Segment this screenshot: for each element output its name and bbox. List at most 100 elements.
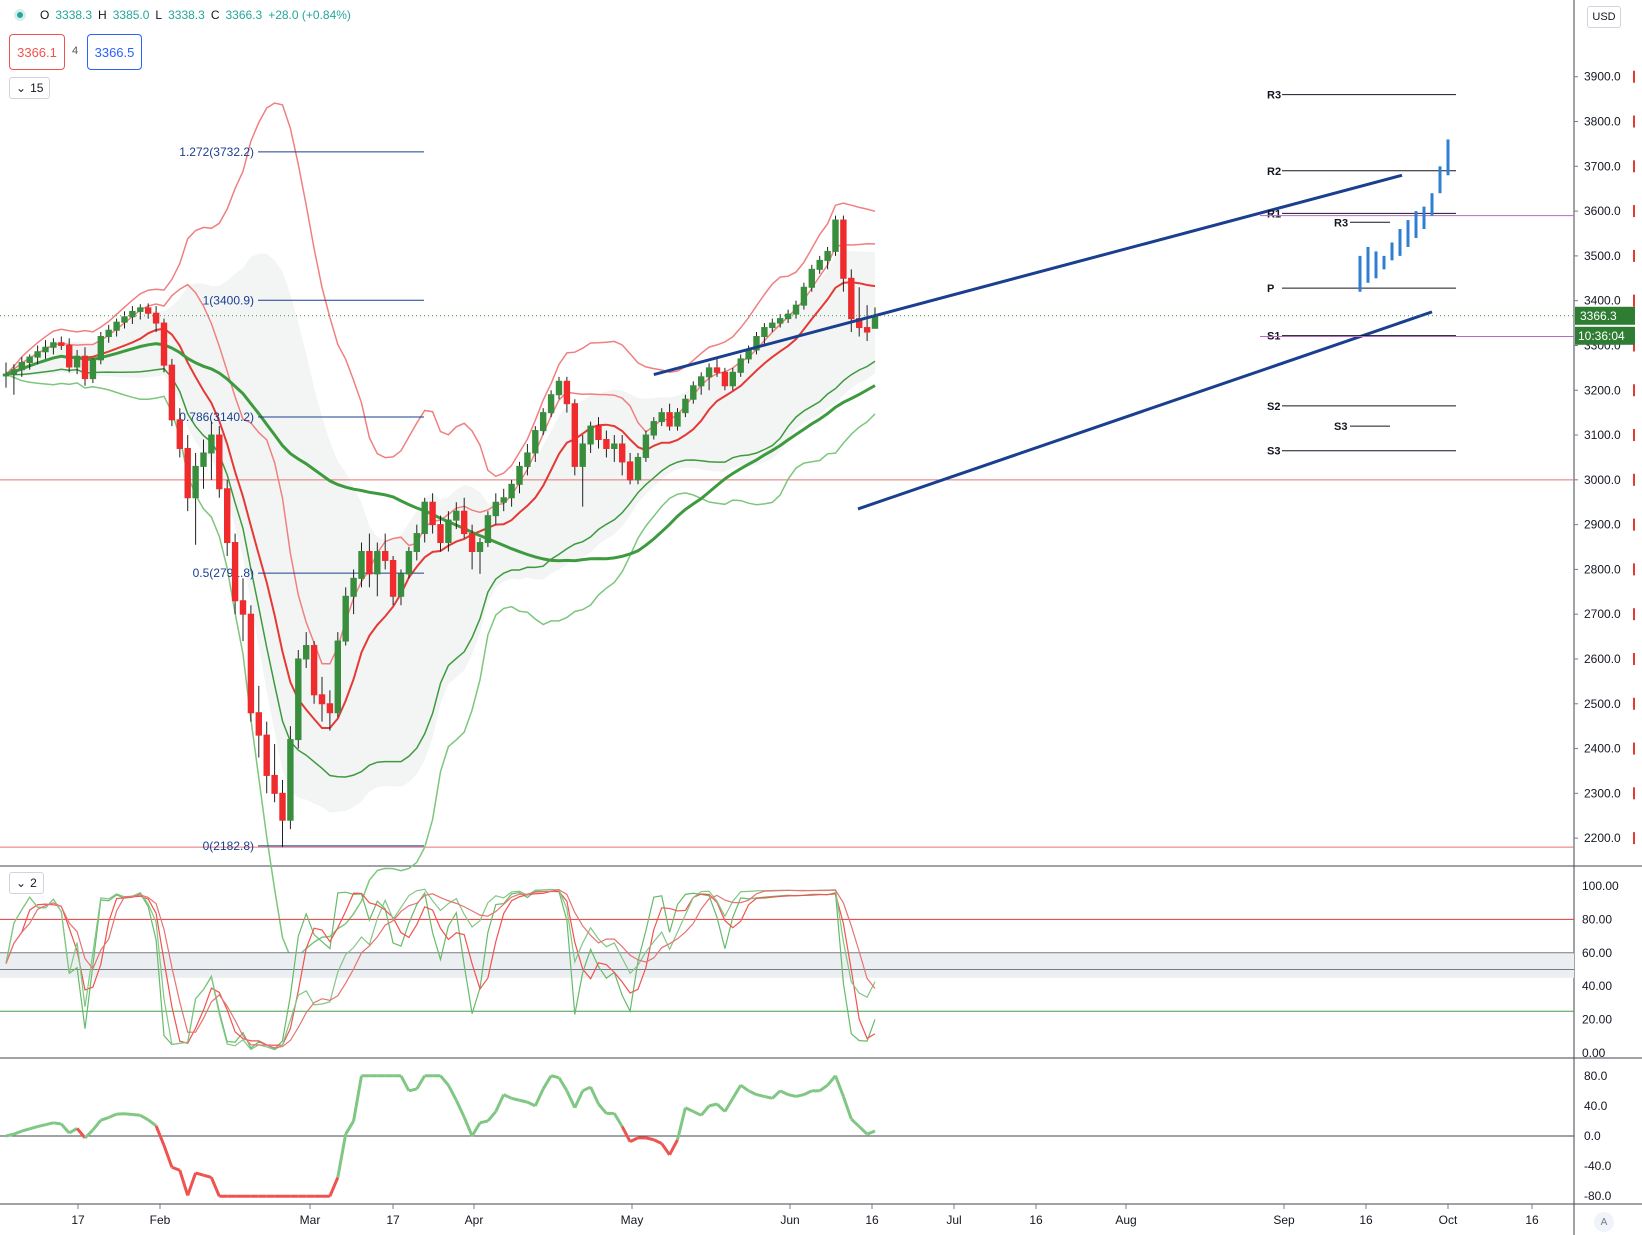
candle-up: [634, 456, 642, 481]
x-tick-label: Jul: [946, 1213, 961, 1227]
osc-tick-label: 60.00: [1582, 946, 1612, 960]
momentum-segment: [841, 1095, 853, 1120]
momentum-segment: [779, 1089, 789, 1096]
momentum-segment: [45, 1121, 54, 1127]
candle-up: [547, 394, 555, 414]
sell-button[interactable]: 3366.1: [9, 34, 65, 70]
change-value: +28.0 (+0.84%): [268, 8, 351, 22]
momentum-segment: [124, 1112, 133, 1117]
candle-up: [658, 412, 665, 423]
pivot-label: S3: [1267, 446, 1280, 458]
pivot-label-weekly: R3: [1334, 217, 1348, 229]
candle-down: [326, 703, 334, 714]
momentum-segment: [415, 1074, 426, 1090]
candle-down: [224, 488, 231, 544]
momentum-segment: [68, 1127, 78, 1135]
momentum-segment: [653, 1138, 663, 1145]
candle-up: [397, 573, 405, 597]
candle-up: [413, 533, 421, 552]
candle-up: [121, 316, 128, 323]
candle-up: [374, 550, 381, 575]
osc-tick-label: 0.00: [1582, 1046, 1606, 1060]
candle-down: [231, 542, 239, 602]
candle-up: [650, 421, 657, 436]
momentum-segment: [747, 1089, 758, 1096]
buy-button[interactable]: 3366.5: [87, 34, 142, 70]
osc-tick-label: 40.00: [1582, 979, 1612, 993]
fib-label: 1.272(3732.2): [179, 145, 254, 159]
momentum-segment: [550, 1074, 560, 1080]
momentum-segment: [21, 1127, 31, 1133]
countdown-box: [1575, 326, 1635, 345]
candle-down: [595, 425, 602, 441]
candle-up: [200, 452, 207, 467]
candle-down: [81, 355, 89, 380]
low-value: 3338.3: [168, 8, 205, 22]
osc-tick-label: 100.00: [1582, 879, 1619, 893]
fib-label: 0.5(2791.8): [193, 566, 254, 580]
x-tick-label: May: [621, 1213, 644, 1227]
x-tick-label: 17: [386, 1213, 400, 1227]
candle-up: [350, 577, 357, 597]
momentum-segment: [850, 1117, 861, 1128]
candle-up: [705, 367, 713, 378]
candle-down: [461, 510, 468, 535]
momentum-segment: [866, 1129, 876, 1136]
momentum-tick-label: 0.0: [1584, 1129, 1601, 1143]
y-tick-label: 2600.0: [1584, 652, 1621, 666]
momentum-segment: [171, 1165, 181, 1172]
y-tick-label: 3700.0: [1584, 159, 1621, 173]
y-tick-label: 3200.0: [1584, 383, 1621, 397]
candle-down: [271, 774, 278, 794]
pivot-label: P: [1267, 283, 1274, 295]
momentum-segment: [210, 1176, 221, 1197]
candle-up: [453, 510, 460, 521]
pivot-label: R1: [1267, 208, 1281, 220]
candle-down: [437, 524, 444, 544]
candle-up: [508, 483, 515, 499]
pivot-label-weekly: S3: [1334, 421, 1347, 433]
candle-up: [540, 412, 547, 432]
candle-up: [192, 465, 199, 499]
candle-up: [532, 430, 539, 454]
pivot-label: S2: [1267, 401, 1280, 413]
auto-scale-button[interactable]: A: [1594, 1212, 1614, 1232]
candle-up: [18, 361, 26, 371]
pivot-label: R2: [1267, 166, 1281, 178]
candle-down: [840, 219, 847, 279]
candle-up: [737, 358, 744, 373]
momentum-segment: [100, 1116, 110, 1122]
main-indicators-toggle[interactable]: ⌄ 15: [9, 77, 51, 99]
momentum-segment: [692, 1110, 702, 1117]
y-tick-label: 2200.0: [1584, 831, 1621, 845]
candle-up: [405, 550, 413, 575]
momentum-segment: [195, 1171, 204, 1177]
osc-indicators-toggle[interactable]: ⌄ 2: [9, 872, 44, 894]
candle-down: [279, 792, 286, 821]
candle-up: [524, 452, 531, 467]
momentum-segment: [479, 1119, 489, 1125]
osc-neutral-zone: [0, 952, 1574, 978]
momentum-segment: [723, 1097, 735, 1113]
candle-up: [698, 376, 705, 387]
candle-up: [682, 398, 689, 414]
candle-up: [476, 542, 484, 552]
candle-up: [500, 497, 507, 503]
candle-up: [800, 286, 808, 306]
chevron-down-icon: ⌄: [16, 876, 27, 890]
last-price-box: [1575, 306, 1635, 325]
momentum-segment: [645, 1136, 655, 1142]
candle-down: [58, 342, 65, 346]
momentum-segment: [13, 1129, 23, 1136]
candle-down: [318, 694, 326, 705]
candle-down: [389, 559, 397, 597]
momentum-segment: [764, 1095, 773, 1100]
candle-up: [492, 501, 500, 517]
currency-button[interactable]: USD: [1587, 6, 1621, 28]
candle-up: [113, 321, 120, 331]
x-tick-label: Aug: [1115, 1213, 1136, 1227]
y-tick-label: 2300.0: [1584, 786, 1621, 800]
candle-up: [824, 250, 831, 261]
x-tick-label: Oct: [1439, 1213, 1458, 1227]
